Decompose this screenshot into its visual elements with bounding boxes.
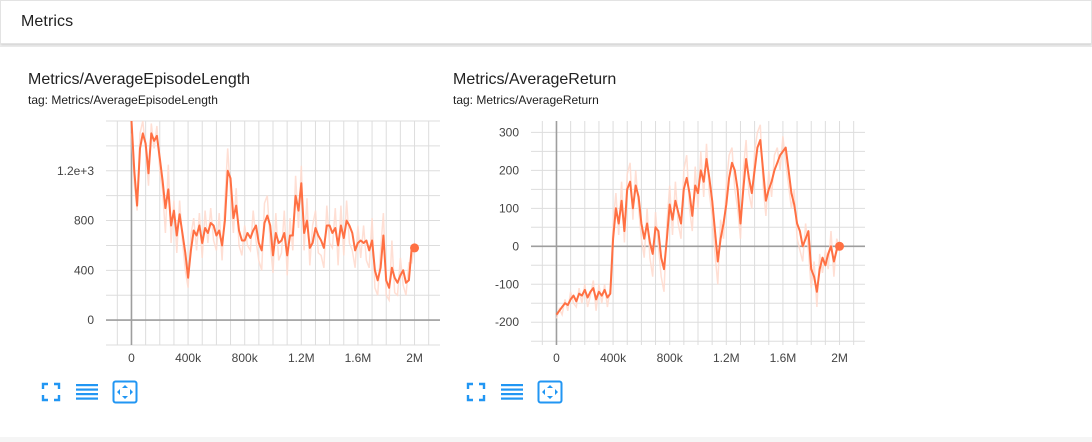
card-average-return: Metrics/AverageReturn tag: Metrics/Avera…	[453, 47, 873, 417]
page-title: Metrics	[21, 13, 74, 30]
chart-tag: tag: Metrics/AverageReturn	[453, 93, 599, 107]
fit-domain-icon	[112, 380, 138, 404]
x-tick-label: 1.2M	[288, 351, 315, 365]
y-tick-label: 1.2e+3	[57, 164, 94, 178]
x-tick-label: 2M	[406, 351, 423, 365]
fullscreen-button[interactable]	[463, 379, 489, 405]
fit-domain-button[interactable]	[112, 379, 138, 405]
chart-title: Metrics/AverageEpisodeLength	[28, 71, 251, 88]
header-bar: Metrics	[0, 0, 1092, 44]
x-tick-label: 400k	[600, 351, 627, 365]
toggle-log-scale-icon	[76, 384, 98, 400]
x-tick-label: 400k	[175, 351, 202, 365]
y-tick-label: 200	[499, 163, 519, 177]
x-tick-label: 1.6M	[770, 351, 797, 365]
y-tick-label: 0	[87, 313, 94, 327]
fit-domain-button[interactable]	[537, 379, 563, 405]
x-tick-label: 0	[128, 351, 135, 365]
y-tick-label: 800	[74, 214, 94, 228]
x-tick-label: 800k	[657, 351, 684, 365]
card-average-episode-length: Metrics/AverageEpisodeLength tag: Metric…	[28, 47, 448, 417]
smoothed-series-line	[130, 121, 415, 289]
y-tick-label: 400	[74, 263, 94, 277]
plot-area	[555, 124, 841, 319]
x-tick-label: 1.6M	[345, 351, 372, 365]
x-tick-label: 2M	[831, 351, 848, 365]
smoothed-series-line	[555, 139, 841, 316]
x-tick-label: 800k	[232, 351, 259, 365]
toggle-log-scale-button[interactable]	[499, 379, 525, 405]
y-tick-label: -100	[495, 277, 519, 291]
chart-tag: tag: Metrics/AverageEpisodeLength	[28, 93, 218, 107]
fit-domain-icon	[537, 380, 563, 404]
y-tick-label: 300	[499, 125, 519, 139]
fullscreen-button[interactable]	[38, 379, 64, 405]
toggle-log-scale-icon	[501, 384, 523, 400]
last-point-marker	[410, 243, 420, 253]
y-tick-label: 100	[499, 201, 519, 215]
toggle-log-scale-button[interactable]	[74, 379, 100, 405]
metrics-panel: Metrics/AverageEpisodeLength tag: Metric…	[0, 46, 1092, 437]
x-tick-label: 0	[553, 351, 560, 365]
x-tick-label: 1.2M	[713, 351, 740, 365]
chart-title: Metrics/AverageReturn	[453, 71, 617, 88]
fullscreen-icon	[466, 382, 486, 402]
y-tick-label: -200	[495, 315, 519, 329]
line-chart-average-episode-length[interactable]: 0 400 800 1.2e+3 0 400k 800k 1.2M 1.6M 2M	[28, 113, 448, 371]
y-tick-label: 0	[512, 239, 519, 253]
last-point-marker	[835, 241, 845, 251]
line-chart-average-return[interactable]: -200 -100 0 100 200 300 0 400k 800k 1.2M 1.6M 2M	[453, 113, 873, 371]
plot-area	[130, 121, 416, 303]
fullscreen-icon	[41, 382, 61, 402]
